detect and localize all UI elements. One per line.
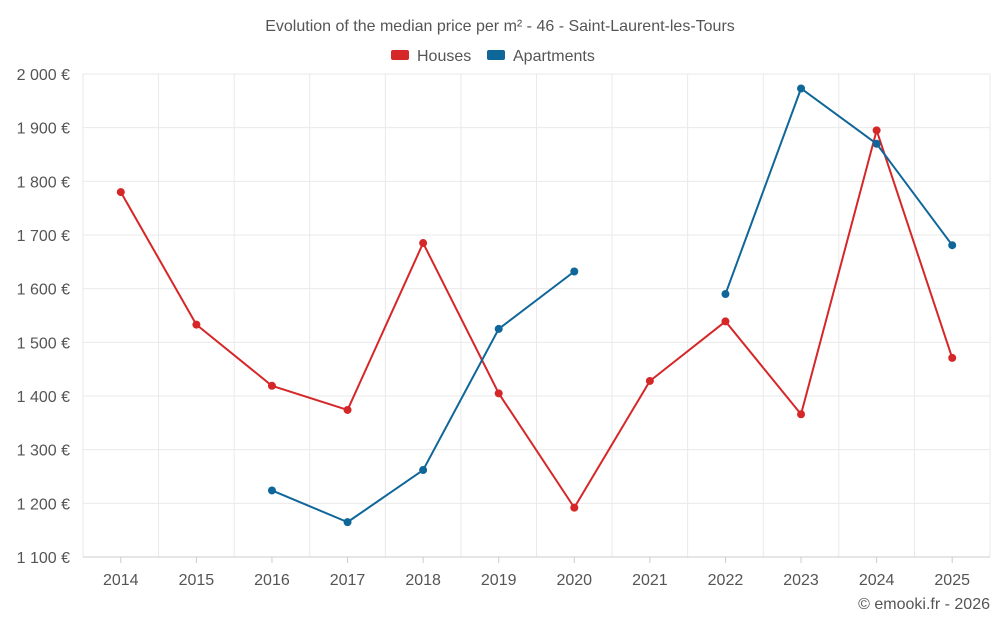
x-tick-label: 2014 <box>103 572 139 589</box>
y-tick-label: 1 300 € <box>17 443 70 460</box>
data-point-houses[interactable] <box>948 353 957 362</box>
data-point-houses[interactable] <box>797 410 806 419</box>
legend: Houses Apartments <box>391 48 595 65</box>
data-point-apartments[interactable] <box>570 267 579 276</box>
data-point-houses[interactable] <box>267 381 276 390</box>
data-point-houses[interactable] <box>570 503 579 512</box>
data-point-apartments[interactable] <box>267 486 276 495</box>
data-point-houses[interactable] <box>419 239 428 248</box>
data-point-houses[interactable] <box>343 405 352 414</box>
x-tick-label: 2020 <box>556 572 592 589</box>
x-tick-label: 2017 <box>330 572 366 589</box>
series-apartments <box>267 84 957 527</box>
data-point-apartments[interactable] <box>419 466 428 475</box>
y-tick-label: 1 400 € <box>17 389 70 406</box>
data-point-houses[interactable] <box>494 389 503 398</box>
y-tick-label: 2 000 € <box>17 67 70 84</box>
legend-label-apartments: Apartments <box>513 48 595 65</box>
data-point-houses[interactable] <box>721 317 730 326</box>
grid <box>82 73 991 557</box>
series-houses <box>116 126 957 512</box>
data-point-apartments[interactable] <box>948 241 957 250</box>
data-point-apartments[interactable] <box>797 84 806 93</box>
x-tick-label: 2018 <box>405 572 441 589</box>
y-tick-label: 1 700 € <box>17 228 70 245</box>
credit-text: © emooki.fr - 2026 <box>858 596 990 613</box>
series-line-apartments <box>724 87 954 295</box>
legend-item-apartments[interactable]: Apartments <box>487 48 595 65</box>
x-tick-label: 2015 <box>179 572 215 589</box>
legend-swatch-apartments <box>487 50 505 60</box>
y-axis: 1 100 € 1 200 € 1 300 € 1 400 € 1 500 € 1 600… <box>17 67 70 567</box>
data-point-houses[interactable] <box>116 188 125 197</box>
data-point-houses[interactable] <box>872 126 881 135</box>
y-tick-label: 1 800 € <box>17 174 70 191</box>
y-tick-label: 1 600 € <box>17 282 70 299</box>
data-point-houses[interactable] <box>192 320 201 329</box>
x-tick-label: 2025 <box>934 572 970 589</box>
legend-item-houses[interactable]: Houses <box>391 48 471 65</box>
data-point-houses[interactable] <box>645 376 654 385</box>
x-tick-label: 2019 <box>481 572 517 589</box>
y-tick-label: 1 500 € <box>17 335 70 352</box>
series-line-houses <box>119 129 954 509</box>
data-point-apartments[interactable] <box>872 139 881 148</box>
y-tick-label: 1 100 € <box>17 550 70 567</box>
chart-title: Evolution of the median price per m² - 4… <box>265 18 735 35</box>
series-line-apartments <box>271 270 575 524</box>
x-tick-label: 2024 <box>859 572 895 589</box>
legend-swatch-houses <box>391 50 409 60</box>
y-tick-label: 1 200 € <box>17 496 70 513</box>
plot-area <box>116 84 957 527</box>
data-point-apartments[interactable] <box>721 290 730 299</box>
y-tick-label: 1 900 € <box>17 121 70 138</box>
x-tick-label: 2023 <box>783 572 819 589</box>
legend-label-houses: Houses <box>417 48 471 65</box>
x-tick-label: 2021 <box>632 572 668 589</box>
x-tick-label: 2016 <box>254 572 290 589</box>
data-point-apartments[interactable] <box>494 324 503 333</box>
x-axis: 2014 2015 2016 2017 2018 2019 2020 2021 2022 2023… <box>83 556 990 589</box>
data-point-apartments[interactable] <box>343 518 352 527</box>
x-tick-label: 2022 <box>708 572 744 589</box>
